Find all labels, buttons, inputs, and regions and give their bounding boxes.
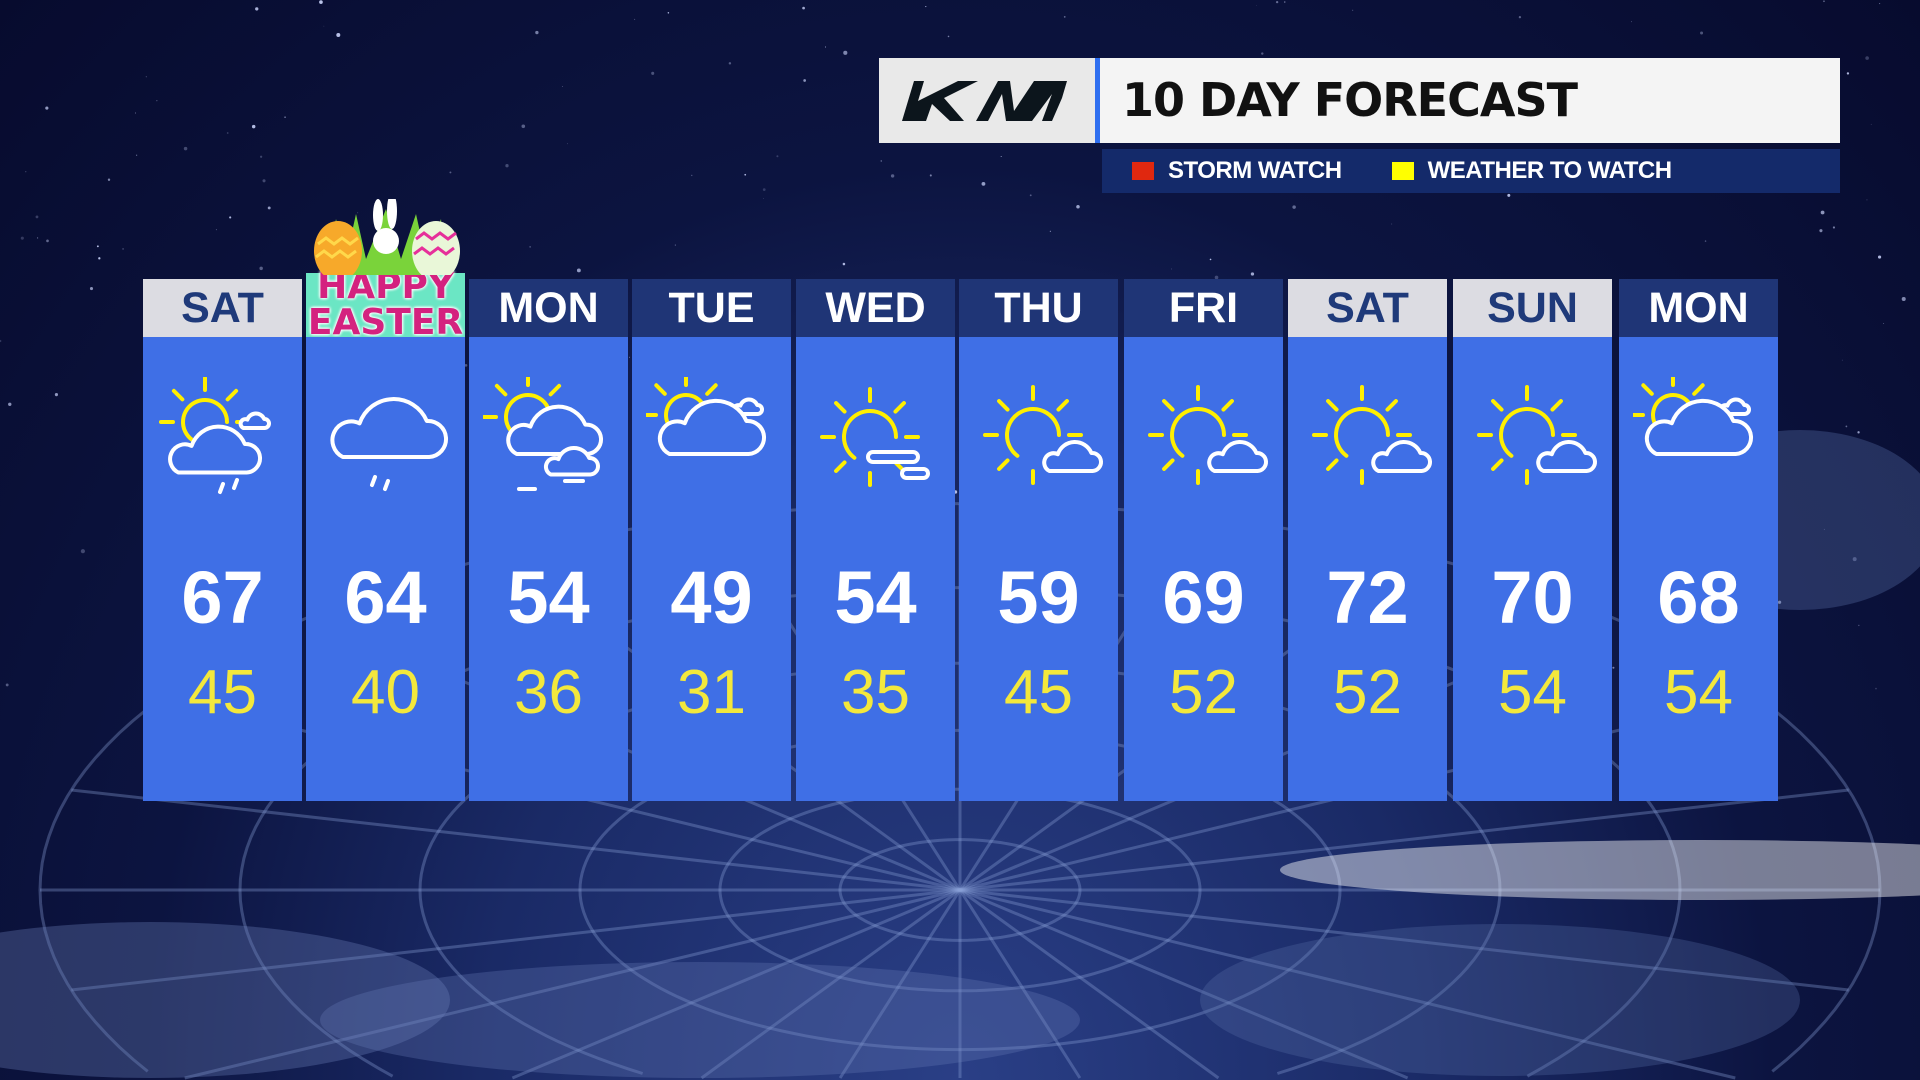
low-temp: 54 xyxy=(1498,658,1567,727)
day-column: MON 54 36 xyxy=(469,279,628,801)
forecast-panel: 67 45 xyxy=(143,337,302,801)
high-temp: 49 xyxy=(670,556,753,639)
rain-drops-icon xyxy=(218,478,239,494)
high-temp: 69 xyxy=(1162,556,1245,639)
weather-to-watch-swatch xyxy=(1391,162,1414,180)
forecast-panel: 69 52 xyxy=(1124,337,1283,801)
small-cloud-icon xyxy=(1371,440,1432,474)
page-title: 10 DAY FORECAST xyxy=(1122,73,1578,127)
radar-rings xyxy=(38,502,1882,1080)
mostly-sunny-icon xyxy=(983,385,1103,485)
high-temp: 59 xyxy=(997,556,1080,639)
high-temp: 64 xyxy=(344,556,427,639)
cloud-bank xyxy=(1200,924,1800,1076)
haze-lines-icon xyxy=(866,450,930,480)
forecast-panel: 54 36 xyxy=(469,337,628,801)
partly-cloudy-icon xyxy=(1633,377,1753,456)
forecast-panel: 54 35 xyxy=(796,337,955,801)
legend-label: STORM WATCH xyxy=(1168,157,1342,184)
high-temp: 70 xyxy=(1491,556,1574,639)
cloud-glow xyxy=(1280,840,1920,900)
small-cloud-icon xyxy=(1536,440,1597,474)
legend-storm-watch: STORM WATCH xyxy=(1132,157,1342,185)
forecast-panel: 49 31 xyxy=(632,337,791,801)
forecast-panel: 70 54 xyxy=(1453,337,1612,801)
mostly-sunny-icon xyxy=(1312,385,1432,485)
cloud-icon xyxy=(168,424,263,475)
day-column: MON 68 54 xyxy=(1619,279,1778,801)
fog-lines-icon xyxy=(517,479,585,491)
forecast-title-bar: 10 DAY FORECAST xyxy=(879,58,1840,143)
forecast-panel: 68 54 xyxy=(1619,337,1778,801)
partly-cloudy-fog-icon xyxy=(483,377,604,491)
day-column: HAPPY EASTER 64 40 xyxy=(306,199,465,801)
high-temp: 68 xyxy=(1657,556,1740,639)
low-temp: 52 xyxy=(1169,658,1238,727)
low-temp: 45 xyxy=(188,658,257,727)
low-temp: 54 xyxy=(1664,658,1733,727)
day-header: SAT xyxy=(143,279,302,337)
storm-watch-swatch xyxy=(1132,162,1154,180)
mostly-sunny-icon xyxy=(1148,385,1268,485)
high-temp: 67 xyxy=(181,556,264,639)
sun-icon xyxy=(483,377,562,437)
day-header: THU xyxy=(959,279,1118,337)
day-header-easter: HAPPY EASTER xyxy=(306,199,465,341)
kia-logo-mark xyxy=(902,80,1067,121)
sun-icon xyxy=(983,385,1083,485)
low-temp: 36 xyxy=(514,658,583,727)
day-column: SAT 67 45 xyxy=(143,279,302,801)
cloud-icon xyxy=(1644,398,1753,456)
day-header: SAT xyxy=(1288,279,1447,337)
forecast-panel: 64 40 xyxy=(306,337,465,801)
small-cloud-icon xyxy=(1042,440,1103,474)
day-column: TUE 49 31 xyxy=(632,279,791,801)
mostly-sunny-icon xyxy=(1477,385,1597,485)
small-cloud-icon xyxy=(238,411,271,430)
cloud-bank xyxy=(320,962,1080,1078)
low-temp: 31 xyxy=(677,658,746,727)
cloud-icon xyxy=(330,397,449,460)
low-temp: 35 xyxy=(841,658,910,727)
day-header: WED xyxy=(796,279,955,337)
legend-weather-to-watch: WEATHER TO WATCH xyxy=(1391,157,1672,185)
low-temp: 40 xyxy=(351,658,420,727)
forecast-panel: 59 45 xyxy=(959,337,1118,801)
easter-eggs-bunny-icon xyxy=(314,199,460,275)
partly-cloudy-showers-icon xyxy=(159,377,271,494)
partly-cloudy-icon xyxy=(646,377,766,456)
holiday-line2: EASTER xyxy=(307,302,464,343)
day-column: WED 54 35 xyxy=(796,279,955,801)
day-header: MON xyxy=(469,279,628,337)
day-column: FRI 69 52 xyxy=(1124,279,1283,801)
low-temp: 52 xyxy=(1333,658,1402,727)
high-temp: 72 xyxy=(1326,556,1409,639)
rain-drops-icon xyxy=(370,475,390,491)
high-temp: 54 xyxy=(834,556,917,639)
kia-logo xyxy=(879,58,1100,143)
small-cloud-icon xyxy=(1207,440,1268,474)
forecast-panel: 72 52 xyxy=(1288,337,1447,801)
day-header: SUN xyxy=(1453,279,1612,337)
sun-icon xyxy=(1477,385,1577,485)
legend-bar: STORM WATCH WEATHER TO WATCH xyxy=(1102,149,1840,193)
day-column: THU 59 45 xyxy=(959,279,1118,801)
small-cloud-icon xyxy=(543,445,600,477)
day-column: SAT 72 52 xyxy=(1288,279,1447,801)
cloudy-drizzle-icon xyxy=(330,397,449,491)
cloud-bank xyxy=(0,922,450,1078)
day-header: TUE xyxy=(632,279,791,337)
low-temp: 45 xyxy=(1004,658,1073,727)
legend-label: WEATHER TO WATCH xyxy=(1427,157,1672,184)
sunny-haze-icon xyxy=(820,387,930,487)
day-header: MON xyxy=(1619,279,1778,337)
cloud-icon xyxy=(506,404,604,456)
day-column: SUN 70 54 xyxy=(1453,279,1612,801)
cloud-icon xyxy=(657,398,766,456)
day-header: FRI xyxy=(1124,279,1283,337)
high-temp: 54 xyxy=(507,556,590,639)
